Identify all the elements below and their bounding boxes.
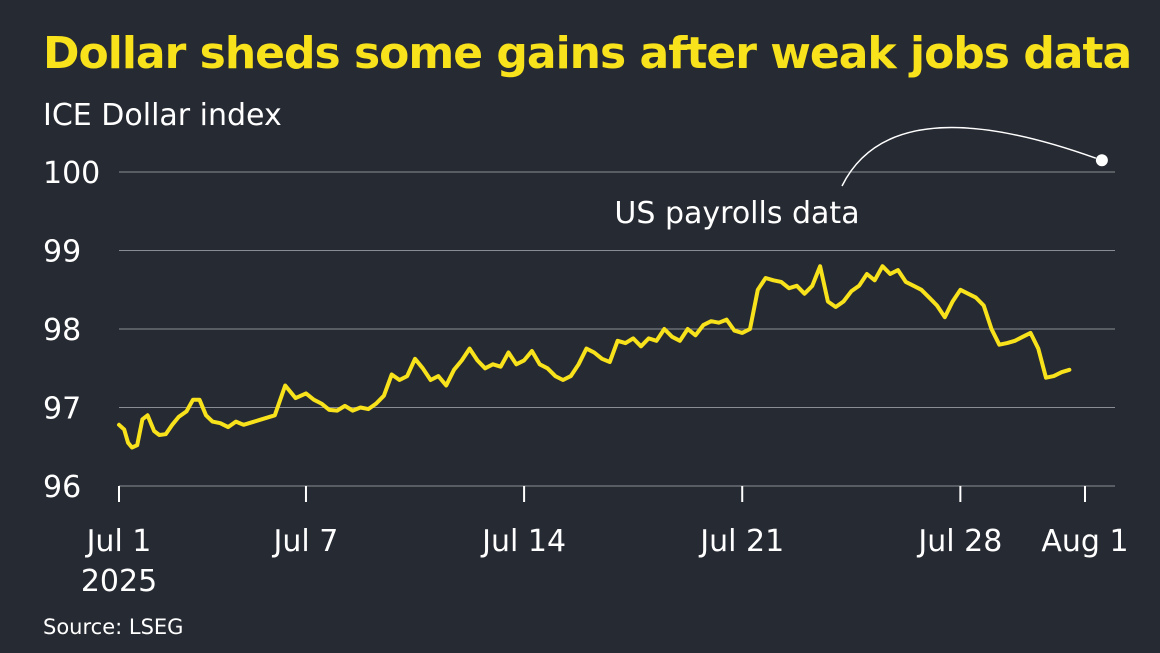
x-tick-label: Jul 7 (272, 524, 339, 559)
x-tick-label: Jul 21 (698, 524, 784, 559)
annotation-connector (841, 126, 1097, 187)
annotation-marker (1095, 154, 1108, 167)
x-tick-label: Jul 14 (480, 524, 566, 559)
source-note: Source: LSEG (43, 615, 184, 639)
x-tick-label: Aug 1 (1041, 524, 1128, 559)
chart-subtitle: ICE Dollar index (43, 98, 282, 133)
y-tick-label: 99 (43, 235, 81, 270)
x-tick-sublabel: 2025 (81, 564, 157, 599)
y-tick-label: 98 (43, 313, 81, 348)
chart-title: Dollar sheds some gains after weak jobs … (43, 28, 1132, 79)
y-tick-label: 97 (43, 392, 81, 427)
x-tick-label: Jul 28 (916, 524, 1002, 559)
x-tick-label: Jul 1 (85, 524, 152, 559)
annotation-label: US payrolls data (614, 196, 859, 231)
y-tick-label: 96 (43, 470, 81, 505)
series-line-0 (117, 264, 1072, 450)
y-tick-label: 100 (43, 156, 100, 191)
